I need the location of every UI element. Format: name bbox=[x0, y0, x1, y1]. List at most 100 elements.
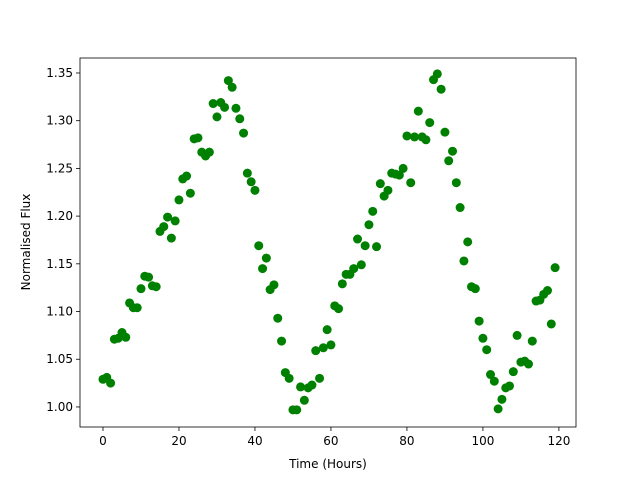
point bbox=[493, 404, 503, 414]
point bbox=[284, 373, 294, 383]
point bbox=[132, 303, 142, 313]
point bbox=[524, 359, 534, 369]
point bbox=[489, 376, 499, 386]
point bbox=[258, 264, 268, 274]
point bbox=[459, 256, 469, 266]
point bbox=[136, 284, 146, 294]
point bbox=[292, 405, 302, 415]
x-tick-label: 0 bbox=[99, 434, 107, 448]
point bbox=[451, 178, 461, 188]
x-axis-label: Time (Hours) bbox=[288, 457, 367, 471]
point bbox=[334, 304, 344, 314]
y-tick-label: 1.05 bbox=[46, 352, 73, 366]
point bbox=[163, 212, 173, 222]
point bbox=[239, 128, 249, 138]
point bbox=[106, 378, 116, 388]
point bbox=[250, 185, 260, 195]
point bbox=[527, 336, 537, 346]
y-tick-label: 1.15 bbox=[46, 257, 73, 271]
point bbox=[463, 237, 473, 247]
point bbox=[440, 127, 450, 137]
point bbox=[482, 345, 492, 355]
point bbox=[543, 286, 553, 296]
point bbox=[413, 106, 423, 116]
point bbox=[372, 242, 382, 252]
point bbox=[182, 171, 192, 181]
point bbox=[311, 346, 321, 356]
point bbox=[349, 264, 359, 274]
point bbox=[223, 76, 233, 86]
point bbox=[486, 370, 496, 380]
point bbox=[356, 260, 366, 270]
x-tick-label: 120 bbox=[547, 434, 570, 448]
y-tick-label: 1.25 bbox=[46, 161, 73, 175]
point bbox=[322, 325, 332, 335]
y-tick-label: 1.00 bbox=[46, 400, 73, 414]
point bbox=[220, 102, 230, 112]
point bbox=[505, 381, 515, 391]
point bbox=[174, 195, 184, 205]
point bbox=[512, 330, 522, 340]
point bbox=[448, 146, 458, 156]
point bbox=[144, 272, 154, 282]
point bbox=[273, 313, 283, 323]
point bbox=[550, 263, 560, 273]
point bbox=[402, 131, 412, 141]
point bbox=[246, 177, 256, 187]
point bbox=[337, 279, 347, 289]
point bbox=[227, 82, 237, 92]
point bbox=[478, 333, 488, 343]
point bbox=[318, 343, 328, 353]
point bbox=[242, 168, 252, 178]
point bbox=[277, 336, 287, 346]
point bbox=[212, 112, 222, 122]
point bbox=[254, 241, 264, 251]
point bbox=[208, 99, 218, 109]
point bbox=[375, 179, 385, 189]
point bbox=[546, 319, 556, 329]
point bbox=[432, 69, 442, 79]
point bbox=[261, 253, 271, 263]
point bbox=[410, 132, 420, 142]
point bbox=[151, 282, 161, 292]
point bbox=[368, 206, 378, 216]
point bbox=[398, 163, 408, 173]
point bbox=[421, 135, 431, 145]
y-tick-label: 1.10 bbox=[46, 305, 73, 319]
point bbox=[296, 382, 306, 392]
point bbox=[170, 216, 180, 226]
point bbox=[406, 178, 416, 188]
point bbox=[193, 133, 203, 143]
point bbox=[470, 284, 480, 294]
point bbox=[307, 380, 317, 390]
point bbox=[235, 114, 245, 124]
x-tick-label: 60 bbox=[323, 434, 338, 448]
point bbox=[204, 147, 214, 157]
point bbox=[121, 332, 131, 342]
point bbox=[508, 367, 518, 377]
point bbox=[159, 222, 169, 232]
point bbox=[497, 394, 507, 404]
point bbox=[455, 203, 465, 213]
point bbox=[364, 220, 374, 230]
point bbox=[436, 84, 446, 94]
point bbox=[383, 185, 393, 195]
point bbox=[231, 103, 241, 113]
point bbox=[166, 233, 176, 243]
plot-frame bbox=[79, 57, 577, 428]
x-tick-label: 100 bbox=[471, 434, 494, 448]
point bbox=[185, 188, 195, 198]
x-tick-label: 40 bbox=[247, 434, 262, 448]
x-tick-label: 20 bbox=[171, 434, 186, 448]
y-axis-label: Normalised Flux bbox=[19, 194, 33, 291]
y-tick-label: 1.30 bbox=[46, 114, 73, 128]
point bbox=[326, 340, 336, 350]
y-tick-label: 1.20 bbox=[46, 209, 73, 223]
point bbox=[269, 280, 279, 290]
point bbox=[315, 373, 325, 383]
x-tick-label: 80 bbox=[399, 434, 414, 448]
point bbox=[353, 234, 363, 244]
point bbox=[444, 156, 454, 166]
